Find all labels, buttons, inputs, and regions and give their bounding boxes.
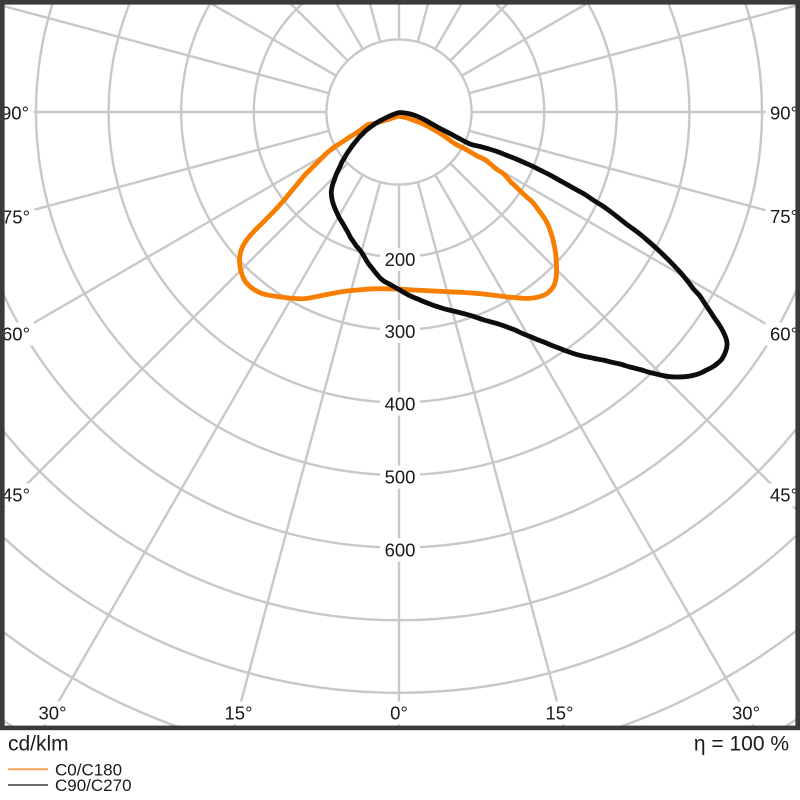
svg-text:C0/C180: C0/C180 [55, 761, 122, 780]
svg-text:200: 200 [385, 249, 416, 270]
svg-text:30°: 30° [732, 703, 760, 724]
svg-text:45°: 45° [770, 485, 798, 506]
svg-text:300: 300 [385, 321, 416, 342]
svg-text:75°: 75° [2, 207, 30, 228]
svg-text:η = 100 %: η = 100 % [694, 733, 789, 756]
svg-text:15°: 15° [225, 703, 253, 724]
svg-text:60°: 60° [770, 324, 798, 345]
svg-text:cd/klm: cd/klm [8, 733, 69, 756]
svg-text:90°: 90° [770, 103, 798, 124]
svg-text:45°: 45° [2, 485, 30, 506]
svg-text:30°: 30° [39, 703, 67, 724]
svg-text:500: 500 [385, 467, 416, 488]
svg-text:60°: 60° [2, 324, 30, 345]
svg-text:15°: 15° [546, 703, 574, 724]
svg-text:0°: 0° [390, 703, 408, 724]
svg-text:C90/C270: C90/C270 [55, 776, 132, 795]
svg-text:75°: 75° [770, 206, 798, 227]
svg-text:600: 600 [385, 540, 416, 561]
svg-text:90°: 90° [1, 103, 29, 124]
svg-text:400: 400 [385, 394, 416, 415]
